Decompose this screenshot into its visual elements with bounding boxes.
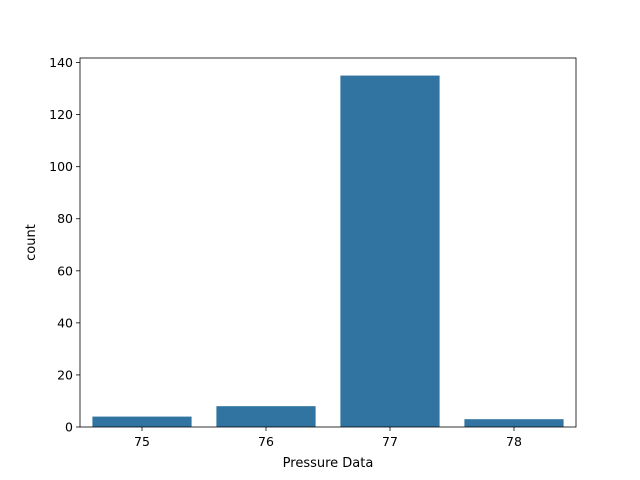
y-tick-label-120: 120 xyxy=(49,107,73,122)
x-tick-label-78: 78 xyxy=(506,434,522,449)
bars-group xyxy=(92,75,564,427)
y-tick-label-60: 60 xyxy=(57,263,73,278)
x-axis-ticks: 75 76 77 78 xyxy=(134,427,522,449)
plot-frame xyxy=(79,57,577,428)
plot-background xyxy=(80,58,576,427)
bar-77 xyxy=(340,75,440,427)
x-tick-label-77: 77 xyxy=(382,434,398,449)
y-tick-label-80: 80 xyxy=(57,211,73,226)
x-axis-label: Pressure Data xyxy=(283,456,374,471)
y-tick-label-140: 140 xyxy=(49,55,73,70)
y-tick-label-100: 100 xyxy=(49,159,73,174)
bar-78 xyxy=(464,419,564,427)
y-axis-label: count xyxy=(24,224,39,261)
y-tick-label-20: 20 xyxy=(57,367,73,382)
bar-75 xyxy=(92,416,192,427)
y-tick-label-40: 40 xyxy=(57,315,73,330)
y-axis-ticks: 0 20 40 60 80 100 120 140 xyxy=(49,55,80,435)
x-tick-label-75: 75 xyxy=(134,434,150,449)
bar-76 xyxy=(216,406,316,427)
x-tick-label-76: 76 xyxy=(258,434,274,449)
y-tick-label-0: 0 xyxy=(65,420,73,435)
